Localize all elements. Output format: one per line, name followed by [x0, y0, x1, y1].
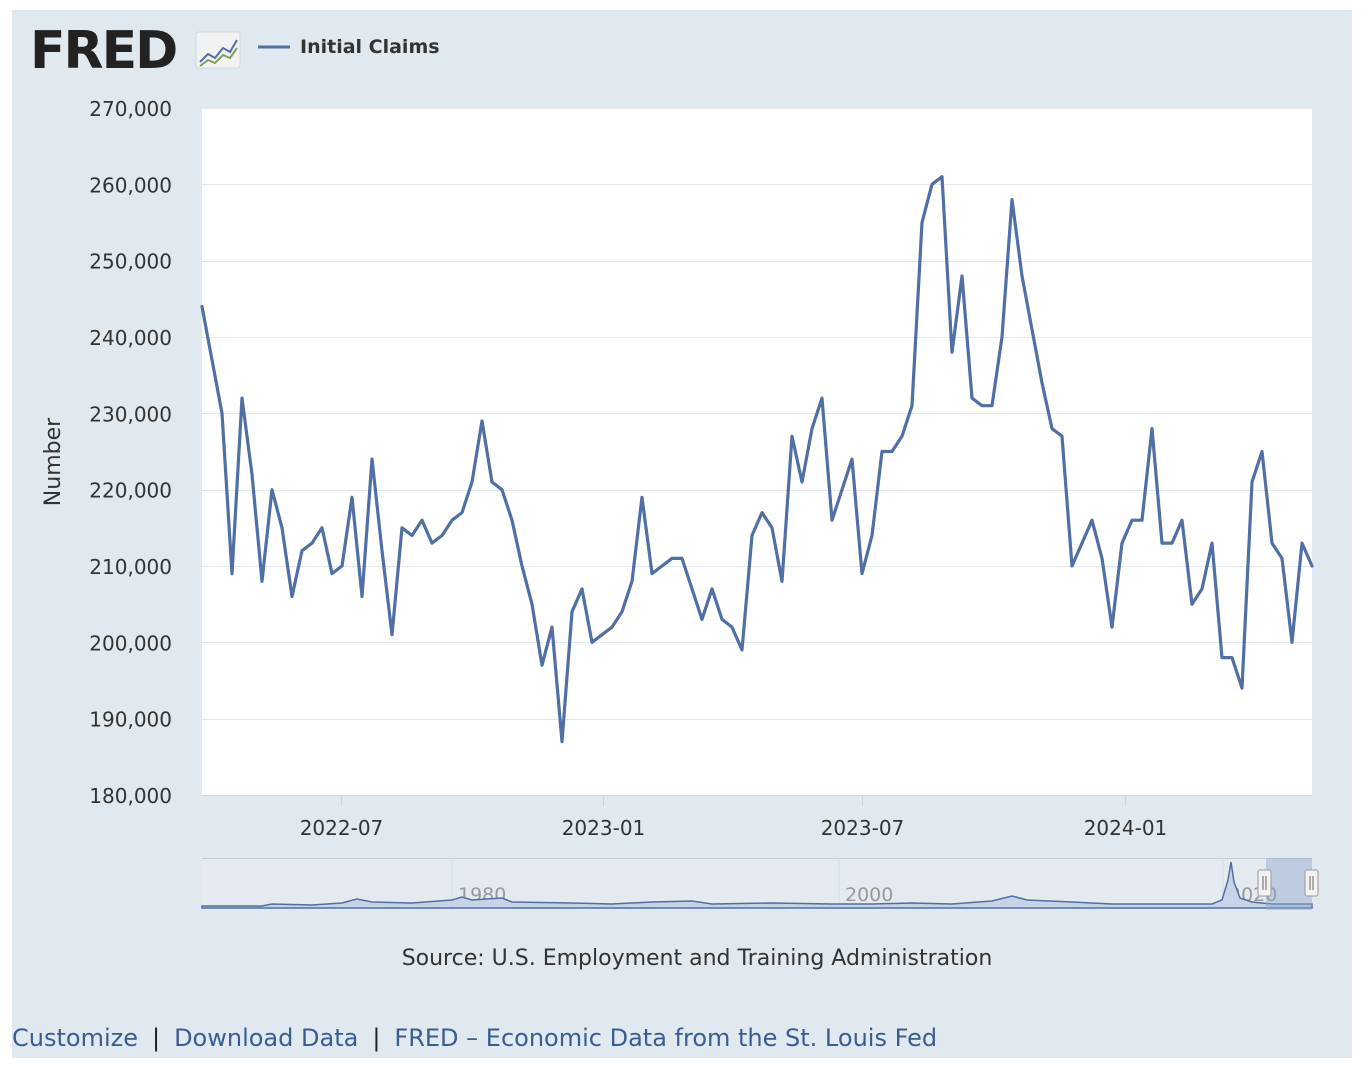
legend: Initial Claims: [258, 36, 440, 58]
y-tick-label: 260,000: [89, 173, 172, 197]
x-tick-label: 2024-01: [1084, 816, 1168, 840]
navigator-selected-range[interactable]: [1266, 858, 1312, 910]
y-tick-label: 210,000: [89, 555, 172, 579]
navigator-right-handle[interactable]: [1304, 869, 1319, 897]
link-separator: |: [372, 1024, 381, 1052]
navigator-background: [202, 858, 1312, 910]
y-tick-label: 180,000: [89, 784, 172, 808]
link-separator: |: [151, 1024, 161, 1052]
navigator-left-handle[interactable]: [1257, 869, 1272, 897]
chart-svg: FRED Initial Claims 180,000 190,000 200,00…: [30, 21, 1319, 971]
legend-label: Initial Claims: [300, 36, 440, 58]
y-tick-label: 230,000: [89, 402, 172, 426]
x-axis-ticks: 2022-07 2023-01 2023-07 2024-01: [300, 795, 1168, 840]
navigator[interactable]: 1980 2000 2020: [201, 858, 1319, 910]
series-initial-claims[interactable]: [200, 175, 1314, 744]
y-tick-label: 190,000: [89, 708, 172, 732]
plot-area[interactable]: [202, 108, 1312, 795]
fred-logo[interactable]: FRED: [30, 21, 241, 81]
x-tick-label: 2022-07: [300, 816, 384, 840]
y-tick-label: 200,000: [89, 631, 172, 655]
chart-panel: FRED Initial Claims 180,000 190,000 200,00…: [12, 10, 1352, 1058]
navigator-series-area: [201, 861, 1313, 909]
series-line: [200, 175, 1314, 744]
footer-links: Customize | Download Data | FRED – Economic …: [12, 1024, 937, 1052]
fred-home-link[interactable]: FRED – Economic Data from the St. Louis …: [394, 1024, 938, 1052]
fred-logo-graph-icon: [195, 31, 241, 69]
download-data-link[interactable]: Download Data: [174, 1024, 359, 1052]
navigator-year-label: 2000: [845, 884, 893, 906]
y-tick-label: 240,000: [89, 326, 172, 350]
fred-logo-text: FRED: [30, 21, 176, 81]
y-axis-tick-labels: 180,000 190,000 200,000 210,000 220,000 230,0…: [89, 97, 172, 808]
y-tick-label: 250,000: [89, 250, 172, 274]
x-tick-label: 2023-01: [562, 816, 646, 840]
y-tick-label: 270,000: [89, 97, 172, 121]
gridlines: [202, 108, 1312, 720]
y-axis-title: Number: [41, 417, 66, 506]
x-tick-label: 2023-07: [821, 816, 905, 840]
source-text: Source: U.S. Employment and Training Adm…: [402, 946, 993, 971]
y-tick-label: 220,000: [89, 479, 172, 503]
customize-link[interactable]: Customize: [12, 1024, 138, 1052]
